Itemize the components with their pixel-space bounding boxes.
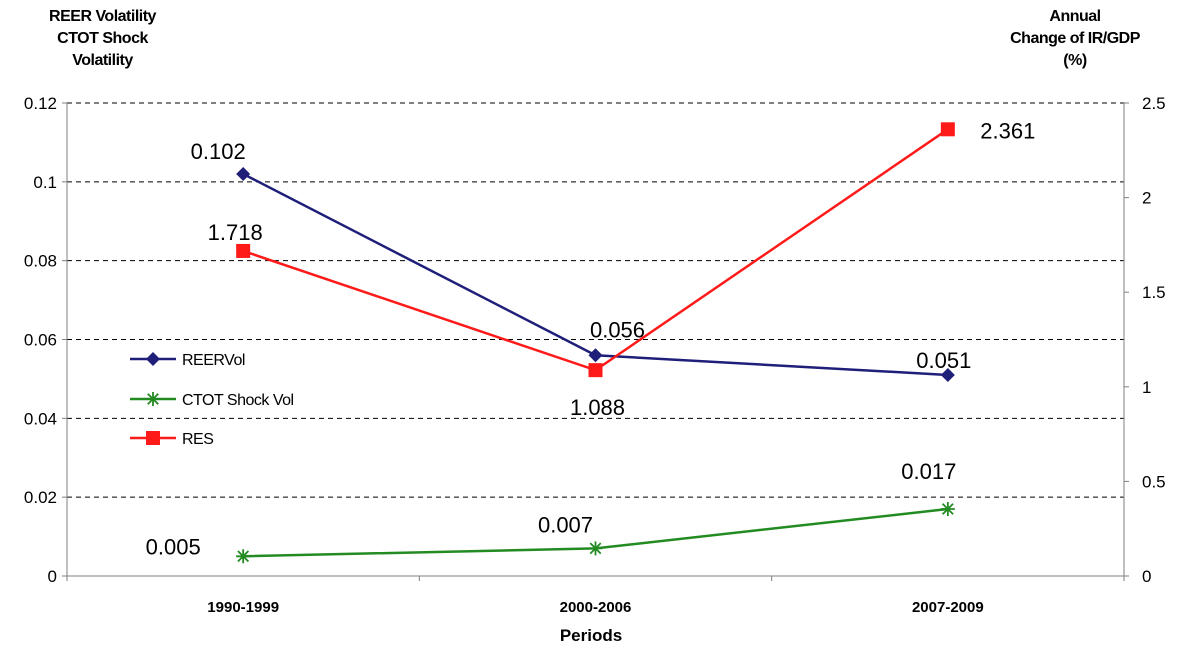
data-point-reervol [588,348,603,363]
data-point-res [236,243,251,258]
data-label: 1.718 [208,220,263,245]
left-tick-label: 0 [48,567,57,586]
legend-marker-res [146,431,160,445]
data-point-ctot-shock-vol [236,549,251,564]
left-axis-title-line: CTOT Shock [57,30,148,47]
legend-label-reervol: REERVol [182,352,245,369]
right-axis-title-line: Change of IR/GDP [1010,30,1140,47]
series-line-reervol [242,172,948,377]
right-tick-label: 2 [1142,189,1151,208]
data-label: 0.051 [916,348,971,373]
right-axis-title-line: (%) [1063,52,1087,69]
data-point-reervol [236,166,251,181]
x-axis-title: Periods [560,626,622,645]
left-tick-label: 0.04 [24,409,57,428]
data-point-reervol [940,367,955,382]
left-tick-label: 0.02 [24,488,57,507]
data-point-ctot-shock-vol [940,501,955,516]
legend-marker-reervol [146,352,160,366]
left-tick-label: 0.12 [24,94,57,113]
right-tick-label: 2.5 [1142,94,1166,113]
left-tick-label: 0.06 [24,331,57,350]
right-tick-label: 1 [1142,378,1151,397]
left-tick-label: 0.08 [24,252,57,271]
data-point-res [940,122,955,137]
right-axis-title-line: Annual [1049,8,1101,25]
left-axis-title: REER Volatility CTOT Shock Volatility [0,6,205,72]
data-point-ctot-shock-vol [588,541,603,556]
data-label: 0.005 [146,534,201,559]
x-axis-ticks: 1990-1999 2000-2006 2007-2009 [66,576,1125,616]
x-tick-label: 2007-2009 [912,599,984,616]
data-label: 2.361 [980,118,1035,143]
left-axis-ticks: 0 0.02 0.04 0.06 0.08 0.1 0.12 [24,94,67,586]
series-group [236,122,955,564]
left-axis-title-line: Volatility [72,52,133,69]
x-tick-label: 2000-2006 [560,599,632,616]
right-axis-ticks: 0 0.5 1 1.5 2 2.5 [1124,94,1166,586]
legend-marker-ctot-shock-vol [146,392,160,406]
data-labels: 0.102 0.056 0.051 0.005 0.007 0.017 1.718 1.088… [146,118,1036,559]
legend: REERVol CTOT Shock Vol RES [130,352,294,448]
left-tick-label: 0.1 [33,173,57,192]
data-label: 0.102 [191,139,246,164]
right-axis-title: Annual Change of IR/GDP (%) [966,6,1184,72]
data-label: 0.056 [590,317,645,342]
right-tick-label: 1.5 [1142,283,1166,302]
data-label: 1.088 [570,395,625,420]
data-label: 0.017 [901,459,956,484]
legend-label-ctot-shock-vol: CTOT Shock Vol [182,392,294,409]
legend-label-res: RES [182,431,213,448]
data-point-res [588,363,603,378]
left-axis-title-line: REER Volatility [49,8,156,25]
data-label: 0.007 [538,512,593,537]
x-tick-label: 1990-1999 [207,599,279,616]
right-tick-label: 0 [1142,567,1151,586]
right-tick-label: 0.5 [1142,472,1166,491]
